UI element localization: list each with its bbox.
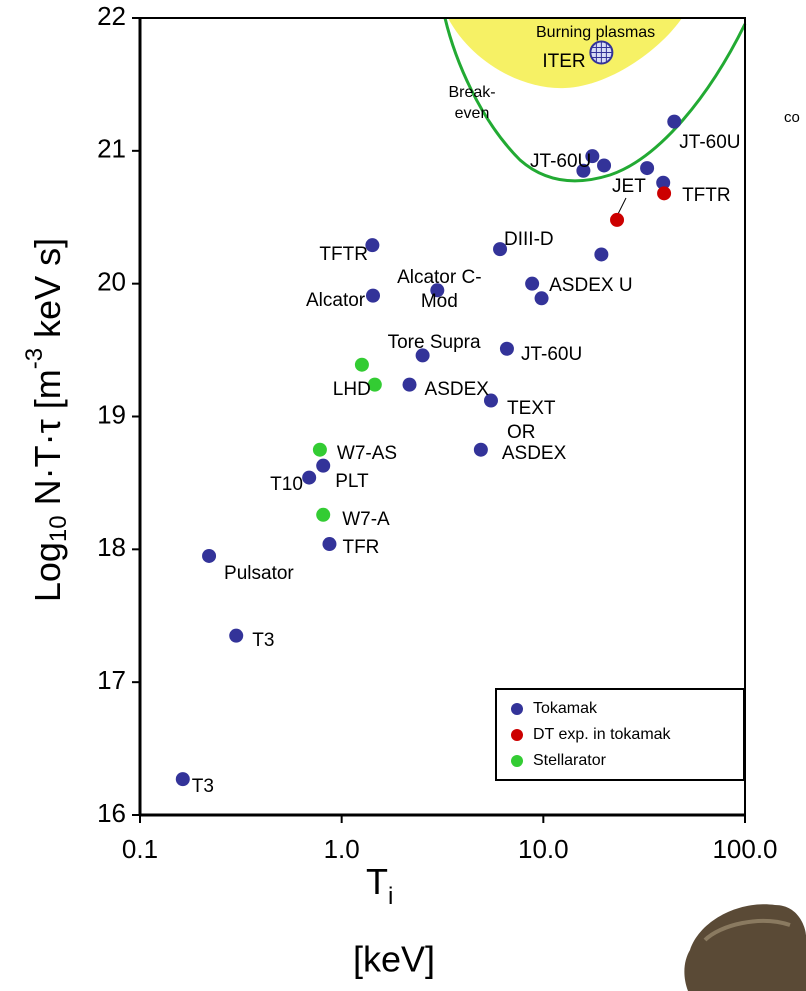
- point-label: JT-60U: [520, 343, 583, 365]
- point: [640, 161, 655, 176]
- annotation: Break- even: [448, 84, 496, 122]
- point-label: W7-AS: [336, 442, 398, 464]
- y-tick-label: 17: [97, 665, 126, 695]
- point: [322, 537, 337, 552]
- point-label: TFR: [342, 537, 380, 559]
- legend-marker: [511, 729, 523, 741]
- y-tick-label: 19: [97, 399, 126, 429]
- point: [202, 548, 217, 563]
- point-label: W7-A: [342, 508, 390, 530]
- point-label: TFTR: [319, 244, 368, 266]
- point-label: Tore Supra: [387, 332, 481, 354]
- y-tick-label: 16: [97, 798, 126, 828]
- point: [576, 163, 591, 178]
- point: [597, 158, 612, 173]
- x-axis-unit: [keV]: [353, 939, 435, 980]
- point-label: TFTR: [682, 185, 731, 207]
- annotation: co: [784, 109, 800, 126]
- point: [493, 242, 508, 257]
- y-tick-label: 21: [97, 134, 126, 164]
- x-title-text: T: [366, 861, 388, 902]
- y-tick-label: 22: [97, 1, 126, 31]
- point: [415, 348, 430, 363]
- point-label: JT-60U: [530, 151, 592, 173]
- legend-label: Tokamak: [533, 700, 598, 717]
- point: [585, 149, 600, 164]
- point-label: JT-60U: [679, 131, 741, 153]
- x-title-sub: i: [388, 883, 393, 910]
- y-tick-label: 20: [97, 267, 126, 297]
- x-tick-label: 100.0: [712, 834, 777, 864]
- elephant-highlight: [703, 918, 791, 942]
- point-label: DIII-D: [504, 229, 554, 251]
- point-label: LHD: [332, 378, 371, 400]
- point-label: PLT: [335, 470, 369, 492]
- y-tick-label: 18: [97, 532, 126, 562]
- y-title-sub: 10: [45, 515, 72, 542]
- point: [657, 186, 672, 201]
- x-tick-label: 0.1: [122, 834, 158, 864]
- point: [430, 283, 445, 298]
- point: [316, 507, 331, 522]
- point: [594, 247, 609, 262]
- point-label: T3: [191, 776, 214, 798]
- legend-marker: [511, 755, 523, 767]
- point: [302, 470, 317, 485]
- y-title-mid: N·T·τ [m: [27, 369, 68, 515]
- legend-box: [495, 688, 745, 781]
- point: [367, 377, 382, 392]
- legend-marker: [511, 703, 523, 715]
- point-label: ASDEX U: [549, 274, 633, 296]
- x-tick-label: 10.0: [518, 834, 569, 864]
- x-tick-label: 1.0: [324, 834, 360, 864]
- y-axis-title: Log10 N·T·τ [m-3 keV s]: [21, 238, 72, 602]
- legend-label: Stellarator: [533, 752, 607, 769]
- iter-marker: [589, 40, 614, 65]
- point: [175, 772, 190, 787]
- point-label: Alcator C- Mod: [397, 267, 482, 313]
- point-label: Alcator: [305, 289, 366, 311]
- point: [656, 175, 671, 190]
- point: [473, 442, 488, 457]
- point: [667, 114, 682, 129]
- annotation: ITER: [542, 50, 586, 72]
- point: [483, 393, 498, 408]
- point-label: TEXT OR: [506, 397, 556, 443]
- elephant-image: [684, 904, 806, 991]
- point-label: Pulsator: [224, 562, 294, 584]
- point: [534, 291, 549, 306]
- point-label: T3: [252, 629, 275, 651]
- y-title-text: Log: [27, 542, 68, 602]
- point-label: T10: [270, 473, 303, 495]
- point: [316, 458, 331, 473]
- iter-grid: [590, 41, 613, 64]
- x-axis-title: Ti: [366, 861, 393, 911]
- y-title-end: keV s]: [27, 238, 68, 348]
- point: [312, 442, 327, 457]
- point: [365, 238, 380, 253]
- point: [610, 212, 625, 227]
- y-title-sup: -3: [21, 348, 48, 369]
- point: [402, 377, 417, 392]
- point: [354, 357, 369, 372]
- annotation: Burning plasmas: [536, 24, 656, 41]
- point: [525, 276, 540, 291]
- legend-label: DT exp. in tokamak: [533, 726, 672, 743]
- point: [499, 341, 514, 356]
- point: [229, 628, 244, 643]
- point-label: ASDEX: [424, 378, 489, 400]
- point: [365, 288, 380, 303]
- point-label: ASDEX: [501, 442, 567, 464]
- leader-line: [617, 197, 627, 215]
- breakeven-curve: [443, 17, 747, 183]
- point-label: JET: [612, 175, 646, 197]
- burning-region: [448, 18, 682, 89]
